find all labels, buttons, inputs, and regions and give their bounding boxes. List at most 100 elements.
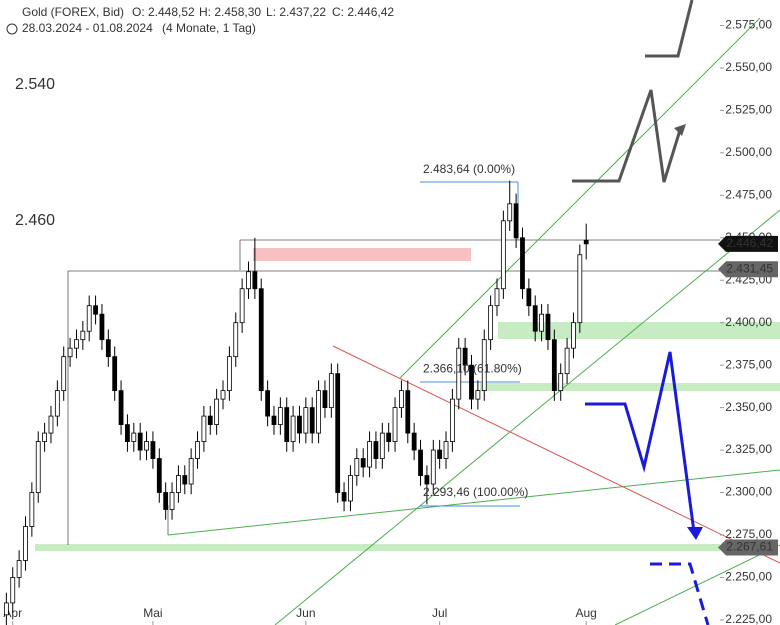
x-tick-label: Mai — [143, 606, 162, 620]
y-tick-label: 2.225,00 — [725, 612, 772, 625]
candle-body — [246, 271, 251, 290]
y-tick-label: 2.525,00 — [725, 103, 772, 117]
date-range: 28.03.2024 - 01.08.2024 — [22, 21, 153, 35]
candle-body — [226, 356, 232, 392]
symbol: Gold (FOREX, Bid) — [22, 5, 124, 19]
candle-body — [23, 526, 28, 561]
candle-body — [105, 339, 111, 358]
candle-body — [125, 424, 130, 442]
candle-body — [577, 254, 583, 324]
candle-body — [558, 373, 564, 392]
candle-body — [424, 475, 430, 485]
ohlc-open: O: 2.448,52 — [132, 5, 195, 19]
candle-body — [443, 441, 449, 459]
candle-body — [61, 356, 67, 392]
candle-body — [418, 449, 423, 476]
candle-body — [316, 390, 321, 434]
drawings — [67, 0, 780, 625]
candle-body — [392, 407, 398, 442]
scenario-arrow — [585, 351, 696, 533]
y-tick-label: 2.250,00 — [725, 570, 772, 584]
candle-body — [176, 475, 181, 493]
candle-body — [360, 458, 366, 468]
trend-line — [399, 17, 761, 379]
candle-body — [475, 390, 481, 400]
candle-body — [405, 390, 411, 434]
candle-body — [195, 441, 200, 459]
candle-body — [386, 432, 392, 442]
candle-body — [532, 305, 538, 332]
candle-body — [182, 475, 188, 485]
resistance-zone — [253, 248, 471, 261]
candle-body — [481, 339, 487, 392]
trend-line — [274, 209, 780, 625]
y-tick-label: 2.500,00 — [725, 145, 772, 159]
candle-body — [341, 492, 347, 502]
price-label: 2.446,42 — [726, 236, 773, 250]
candle-body — [201, 415, 207, 442]
candle-body — [539, 313, 544, 332]
candle-body — [252, 271, 258, 290]
y-tick-label: 2.475,00 — [725, 187, 772, 201]
support-zone — [480, 383, 780, 391]
candle-body — [137, 432, 143, 451]
y-tick-label: 2.275,00 — [725, 527, 772, 541]
period: (4 Monate, 1 Tag) — [162, 21, 256, 35]
price-tag — [718, 235, 778, 252]
price-label: 2.431,45 — [726, 261, 773, 275]
candle-body — [367, 441, 372, 468]
candle-body — [16, 560, 22, 578]
candle-body — [35, 441, 41, 493]
candle-body — [93, 305, 98, 315]
x-tick-label: Jun — [296, 606, 315, 620]
candle-body — [545, 313, 551, 341]
candle-body — [239, 288, 245, 324]
candle-body — [437, 449, 443, 459]
candle-body — [379, 432, 385, 459]
candle-body — [54, 390, 60, 417]
candle-body — [188, 458, 194, 485]
candle-body — [526, 288, 532, 307]
candle-body — [29, 492, 35, 527]
candle-body — [207, 415, 213, 425]
candle-body — [328, 373, 334, 409]
candle-body — [74, 339, 79, 349]
candle-body — [411, 432, 417, 451]
candle-body — [86, 305, 92, 332]
candle-body — [520, 237, 525, 290]
candle-body — [430, 449, 436, 485]
candle-body — [10, 577, 16, 604]
price-tag — [718, 539, 778, 556]
support-zone — [35, 544, 720, 551]
y-tick-label: 2.325,00 — [725, 442, 772, 456]
header: Gold (FOREX, Bid) O: 2.448,52 H: 2.458,3… — [6, 5, 394, 35]
candle-body — [322, 390, 328, 409]
candle-body — [277, 407, 283, 425]
ohlc-high: H: 2.458,30 — [199, 5, 261, 19]
candle-body — [373, 441, 379, 459]
candle-body — [456, 347, 462, 400]
candle-body — [469, 364, 474, 400]
candle-body — [335, 373, 341, 493]
candle-body — [156, 458, 162, 493]
candle-body — [265, 390, 271, 417]
candle-body — [214, 398, 220, 425]
candle-body — [303, 407, 309, 434]
candle-body — [284, 407, 290, 442]
clock-icon — [6, 23, 18, 35]
candle-body — [449, 398, 455, 442]
candle-body — [488, 305, 494, 341]
fib-label: 2.366,10 (61.80%) — [423, 361, 522, 375]
ohlc-close: C: 2.446,42 — [332, 5, 394, 19]
trend-line — [167, 469, 780, 536]
price-tag — [718, 261, 778, 278]
candle-body — [99, 313, 105, 341]
y-tick-label: 2.400,00 — [725, 315, 772, 329]
support-zone — [498, 322, 780, 339]
ohlc-low: L: 2.437,22 — [266, 5, 326, 19]
candle-body — [233, 322, 239, 358]
candle-body — [564, 347, 570, 375]
x-tick-label: Aug — [576, 606, 597, 620]
candle-body — [150, 441, 156, 459]
side-label: 2.540 — [15, 76, 55, 93]
